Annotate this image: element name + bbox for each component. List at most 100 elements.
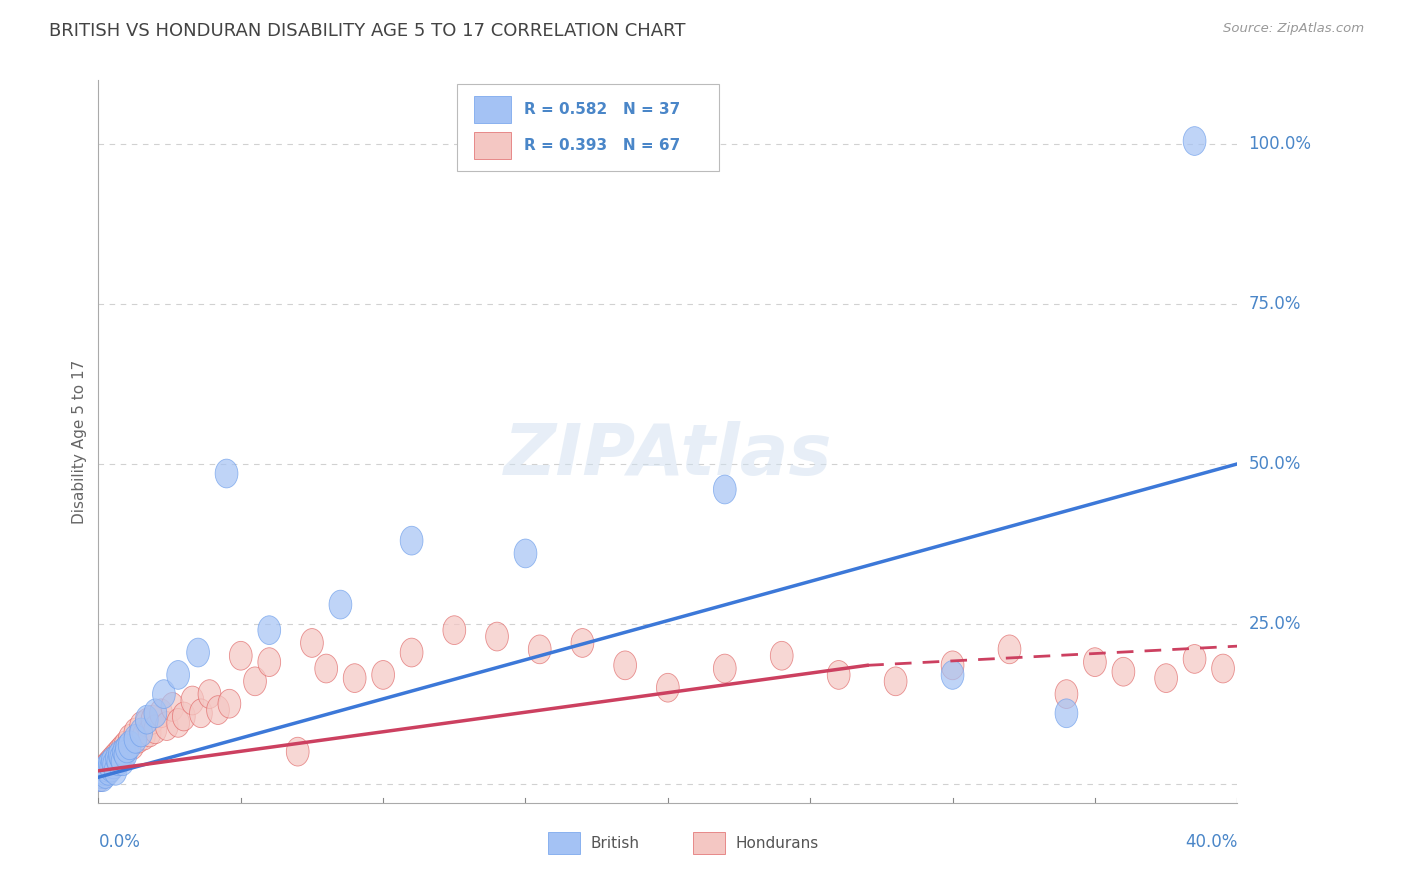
Ellipse shape <box>371 661 395 690</box>
Ellipse shape <box>135 708 159 738</box>
Ellipse shape <box>162 692 184 722</box>
Ellipse shape <box>152 680 176 708</box>
Ellipse shape <box>190 699 212 728</box>
Ellipse shape <box>1184 645 1206 673</box>
Ellipse shape <box>89 763 111 791</box>
Ellipse shape <box>118 731 141 760</box>
Ellipse shape <box>112 738 135 766</box>
Ellipse shape <box>1184 127 1206 155</box>
Ellipse shape <box>443 615 465 645</box>
Text: R = 0.582   N = 37: R = 0.582 N = 37 <box>524 102 681 117</box>
Ellipse shape <box>257 648 281 676</box>
Ellipse shape <box>770 641 793 670</box>
Ellipse shape <box>198 680 221 708</box>
FancyBboxPatch shape <box>548 832 581 855</box>
Ellipse shape <box>100 747 122 776</box>
Text: 100.0%: 100.0% <box>1249 136 1312 153</box>
Ellipse shape <box>110 744 132 772</box>
Ellipse shape <box>827 661 851 690</box>
Ellipse shape <box>100 753 122 782</box>
FancyBboxPatch shape <box>474 95 510 123</box>
Ellipse shape <box>998 635 1021 664</box>
Ellipse shape <box>94 760 117 789</box>
Text: British: British <box>591 836 640 851</box>
Ellipse shape <box>97 750 120 779</box>
Text: R = 0.393   N = 67: R = 0.393 N = 67 <box>524 137 681 153</box>
Ellipse shape <box>884 667 907 696</box>
Ellipse shape <box>112 738 135 766</box>
Ellipse shape <box>105 740 128 769</box>
Ellipse shape <box>101 747 124 776</box>
Ellipse shape <box>104 756 127 785</box>
Ellipse shape <box>96 756 118 785</box>
Y-axis label: Disability Age 5 to 17: Disability Age 5 to 17 <box>72 359 87 524</box>
Ellipse shape <box>93 756 115 785</box>
Ellipse shape <box>156 712 179 740</box>
Ellipse shape <box>401 526 423 555</box>
Ellipse shape <box>713 654 737 683</box>
Ellipse shape <box>89 763 111 791</box>
Ellipse shape <box>115 734 138 763</box>
Ellipse shape <box>105 744 128 772</box>
Ellipse shape <box>1084 648 1107 676</box>
Ellipse shape <box>187 638 209 667</box>
Ellipse shape <box>132 722 156 750</box>
Ellipse shape <box>1054 680 1078 708</box>
Ellipse shape <box>1054 699 1078 728</box>
Ellipse shape <box>1112 657 1135 686</box>
Ellipse shape <box>107 747 129 776</box>
Ellipse shape <box>124 724 146 753</box>
FancyBboxPatch shape <box>693 832 725 855</box>
Ellipse shape <box>657 673 679 702</box>
Ellipse shape <box>108 738 131 766</box>
Ellipse shape <box>104 747 127 776</box>
Ellipse shape <box>108 740 131 769</box>
Ellipse shape <box>515 539 537 568</box>
Ellipse shape <box>167 661 190 690</box>
Text: 50.0%: 50.0% <box>1249 455 1301 473</box>
Text: Source: ZipAtlas.com: Source: ZipAtlas.com <box>1223 22 1364 36</box>
Ellipse shape <box>141 706 165 734</box>
Ellipse shape <box>129 718 152 747</box>
Text: 0.0%: 0.0% <box>98 833 141 851</box>
Ellipse shape <box>93 760 115 789</box>
Ellipse shape <box>257 615 281 645</box>
Ellipse shape <box>94 753 117 782</box>
Ellipse shape <box>115 734 138 763</box>
Ellipse shape <box>98 750 121 779</box>
Ellipse shape <box>941 661 965 690</box>
Ellipse shape <box>329 591 352 619</box>
Ellipse shape <box>107 744 129 772</box>
Ellipse shape <box>135 706 159 734</box>
Ellipse shape <box>343 664 366 692</box>
Ellipse shape <box>571 629 593 657</box>
Ellipse shape <box>149 699 173 728</box>
Text: 25.0%: 25.0% <box>1249 615 1301 632</box>
Ellipse shape <box>243 667 266 696</box>
Ellipse shape <box>121 731 143 760</box>
FancyBboxPatch shape <box>457 84 718 170</box>
FancyBboxPatch shape <box>474 132 510 159</box>
Ellipse shape <box>529 635 551 664</box>
Ellipse shape <box>114 731 136 760</box>
Ellipse shape <box>207 696 229 724</box>
Ellipse shape <box>103 744 125 772</box>
Ellipse shape <box>229 641 252 670</box>
Ellipse shape <box>129 712 152 740</box>
Ellipse shape <box>1154 664 1177 692</box>
Text: BRITISH VS HONDURAN DISABILITY AGE 5 TO 17 CORRELATION CHART: BRITISH VS HONDURAN DISABILITY AGE 5 TO … <box>49 22 686 40</box>
Ellipse shape <box>173 702 195 731</box>
Ellipse shape <box>485 623 509 651</box>
Text: 40.0%: 40.0% <box>1185 833 1237 851</box>
Ellipse shape <box>143 699 167 728</box>
Ellipse shape <box>315 654 337 683</box>
Ellipse shape <box>218 690 240 718</box>
Ellipse shape <box>401 638 423 667</box>
Ellipse shape <box>614 651 637 680</box>
Ellipse shape <box>138 718 162 747</box>
Ellipse shape <box>97 756 120 785</box>
Ellipse shape <box>101 750 124 779</box>
Ellipse shape <box>1212 654 1234 683</box>
Ellipse shape <box>301 629 323 657</box>
Ellipse shape <box>127 724 149 753</box>
